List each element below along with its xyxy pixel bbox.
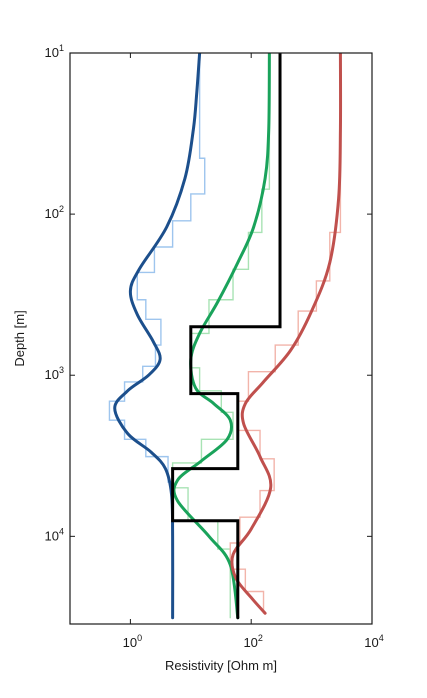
plot-frame <box>69 52 373 625</box>
series-0-solid-line <box>113 53 202 620</box>
series-3-step-line <box>171 53 282 620</box>
x-axis-label: Resistivity [Ohm m] <box>165 658 277 673</box>
x-tick-label: 104 <box>364 633 383 650</box>
y-axis-label: Depth [m] <box>12 310 27 366</box>
tick-layer: 100 102 104 101 102 103 104 <box>45 43 384 650</box>
series-6-staircase-line <box>229 53 342 614</box>
y-tick-label: 101 <box>45 43 64 60</box>
series-4-staircase-line <box>108 53 206 619</box>
y-tick-label: 102 <box>45 204 64 221</box>
series-2-solid-line <box>230 53 343 615</box>
series-5-staircase-line <box>171 53 271 619</box>
x-tick-label: 100 <box>123 633 142 650</box>
series-layer <box>108 53 343 620</box>
y-tick-label: 103 <box>45 365 64 382</box>
x-tick-label: 102 <box>243 633 262 650</box>
y-tick-label: 104 <box>45 526 64 543</box>
series-1-solid-line <box>172 53 271 620</box>
